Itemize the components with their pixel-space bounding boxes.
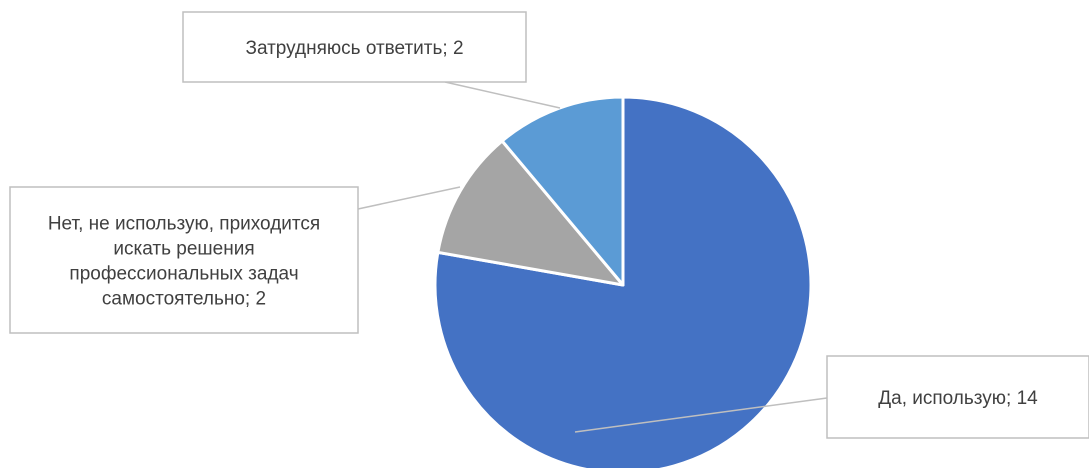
slice-no (436, 139, 625, 287)
callout-label: Затрудняюсь ответить; 2 (245, 38, 463, 59)
callout-label: Да, использую; 14 (878, 388, 1038, 409)
leader-line (444, 81, 561, 109)
callout-label: Нет, не использую, приходится (48, 214, 320, 235)
callout-label: самостоятельно; 2 (102, 289, 266, 310)
leader-line (357, 186, 461, 210)
data-callouts: Да, использую; 14 Нет, не использую, прих… (9, 11, 1089, 439)
leader-lines (357, 81, 828, 433)
callout-label: профессиональных задач (69, 264, 298, 285)
pie-slices (433, 95, 813, 468)
callout-label: искать решения (113, 239, 254, 260)
callout-no: Нет, не использую, приходится искать реше… (9, 186, 359, 334)
leader-line (574, 397, 828, 433)
callout-box (9, 186, 359, 334)
callout-unsure: Затрудняюсь ответить; 2 (182, 11, 527, 83)
callout-box (826, 355, 1089, 439)
callout-yes: Да, использую; 14 (826, 355, 1089, 439)
callout-box (182, 11, 527, 83)
